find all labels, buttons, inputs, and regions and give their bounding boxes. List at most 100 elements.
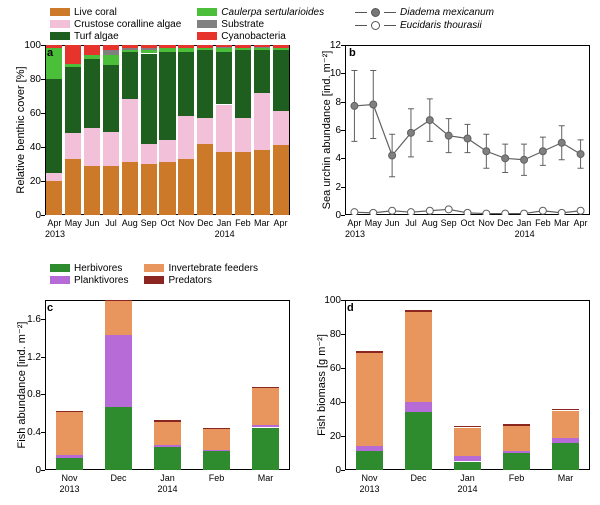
xtick-label: Feb — [492, 473, 541, 483]
bar-segment — [552, 438, 579, 443]
marker-open-icon — [371, 21, 380, 30]
xtick-label: Jun — [383, 218, 402, 228]
bar-segment — [235, 45, 251, 48]
bar-segment — [84, 128, 100, 165]
y-axis-label: Sea urchin abundance [ind. m⁻²] — [320, 45, 333, 215]
legend-label: Eucidaris thourasii — [400, 20, 482, 31]
xtick-label: Nov — [345, 473, 394, 483]
swatch-substrate — [197, 20, 217, 28]
bar-segment — [356, 353, 383, 447]
xtick-label: Feb — [192, 473, 241, 483]
bar-segment — [235, 48, 251, 50]
legend-label: Substrate — [221, 19, 264, 30]
bar-segment — [203, 428, 230, 429]
bar-segment — [503, 424, 530, 426]
bar-segment — [197, 45, 213, 48]
xtick-label: Jan — [143, 473, 192, 483]
bar-segment — [273, 45, 289, 48]
xtick-label: Jul — [102, 218, 121, 228]
xtick-label: Mar — [252, 218, 271, 228]
bar-segment — [203, 451, 230, 470]
swatch-planktivores — [50, 276, 70, 284]
bar-segment — [203, 428, 230, 450]
swatch-invertebrate — [144, 264, 164, 272]
legend-label: Turf algae — [74, 31, 119, 42]
panel-c: 00.40.81.21.6Fish abundance [ind. m⁻²]No… — [45, 300, 290, 505]
bar-segment — [84, 55, 100, 58]
bar-segment — [159, 52, 175, 140]
bar-segment — [65, 133, 81, 159]
xtick-label: Mar — [241, 473, 290, 483]
legend-label: Cyanobacteria — [221, 31, 285, 42]
xtick-label: Jul — [402, 218, 421, 228]
bar-segment — [254, 45, 270, 47]
bar-segment — [105, 300, 132, 301]
bar-segment — [154, 445, 181, 447]
bar-segment — [356, 451, 383, 470]
xtick-label: Oct — [158, 218, 177, 228]
bar-segment — [105, 335, 132, 407]
bar-segment — [65, 45, 81, 64]
bar-segment — [552, 409, 579, 411]
bar-segment — [216, 45, 232, 47]
bar-segment — [405, 402, 432, 412]
bar-segment — [141, 164, 157, 215]
bar-segment — [178, 52, 194, 117]
bar-segment — [122, 162, 138, 215]
bar-segment — [141, 48, 157, 50]
bar-segment — [141, 54, 157, 144]
bar-segment — [154, 447, 181, 470]
bar-segment — [65, 64, 81, 67]
bar-segment — [552, 443, 579, 470]
bar-segment — [273, 145, 289, 215]
bar-segment — [56, 411, 83, 454]
bar-segment — [356, 351, 383, 353]
bar-segment — [454, 456, 481, 461]
bar-segment — [503, 451, 530, 453]
bar-segment — [56, 455, 83, 458]
xtick-label: Dec — [94, 473, 143, 483]
year-label: 2014 — [143, 484, 192, 494]
bar-segment — [454, 428, 481, 457]
bar-segment — [178, 116, 194, 159]
xtick-label: May — [364, 218, 383, 228]
bar-segment — [216, 105, 232, 153]
bar-segment — [252, 387, 279, 388]
legend-label: Caulerpa sertularioides — [221, 7, 324, 18]
bar-segment — [197, 144, 213, 215]
bar-segment — [197, 50, 213, 118]
year-label: 2014 — [215, 229, 234, 239]
bar-segment — [103, 65, 119, 131]
bar-segment — [141, 144, 157, 164]
bar-segment — [154, 422, 181, 446]
swatch-herbivores — [50, 264, 70, 272]
panel-a: 020406080100Relative benthic cover [%]Ap… — [45, 45, 290, 255]
xtick-label: Jan — [515, 218, 534, 228]
year-label: 2014 — [515, 229, 534, 239]
bar-segment — [405, 310, 432, 312]
y-axis-label: Fish biomass [g m⁻²] — [315, 300, 328, 470]
bar-segment — [503, 453, 530, 470]
bar-segment — [178, 45, 194, 48]
bar-segment — [235, 50, 251, 118]
bar-segment — [65, 67, 81, 133]
bar-segment — [103, 45, 119, 50]
bar-segment — [254, 48, 270, 50]
bar-segment — [159, 45, 175, 48]
panel-d: 020406080100Fish biomass [g m⁻²]NovDecJa… — [345, 300, 590, 505]
legend-label: Live coral — [74, 7, 117, 18]
year-label: 2013 — [345, 484, 394, 494]
bar-segment — [103, 55, 119, 65]
bar-segment — [84, 166, 100, 215]
swatch-caulerpa — [197, 8, 217, 16]
year-label: 2014 — [443, 484, 492, 494]
bar-segment — [105, 301, 132, 335]
bar-segment — [454, 426, 481, 428]
bar-segment — [46, 173, 62, 182]
bar-segment — [56, 411, 83, 412]
panel-label: c — [47, 302, 53, 314]
bar-segment — [254, 150, 270, 215]
bar-segment — [235, 118, 251, 152]
bar-segment — [103, 166, 119, 215]
bar-segment — [122, 50, 138, 52]
